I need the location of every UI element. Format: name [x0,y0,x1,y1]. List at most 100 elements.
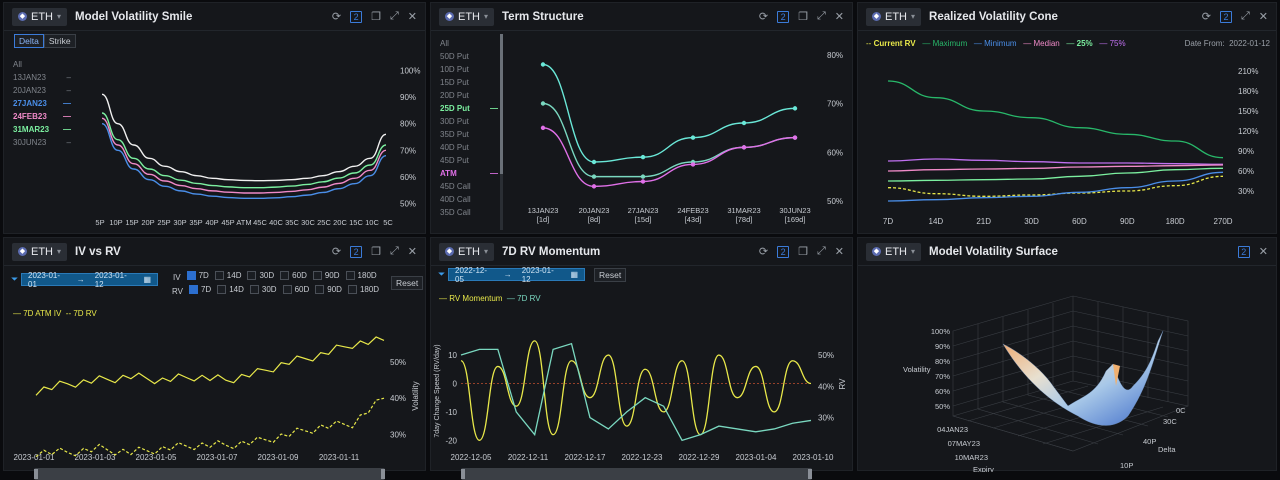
tab-delta[interactable]: Delta [14,34,44,48]
x-tick-label: 270D [1213,217,1232,226]
token-selector[interactable]: ◆ ETH ▾ [439,242,495,261]
refresh-icon[interactable]: ⟳ [331,11,342,23]
tenor-checkbox[interactable]: 90D [312,271,340,280]
refresh-icon[interactable]: ⟳ [1201,11,1211,23]
token-selector[interactable]: ◆ ETH ▾ [866,242,922,261]
close-icon[interactable]: ✕ [1258,11,1268,23]
legend-median[interactable]: — Median [1023,39,1060,48]
tenor-checkbox[interactable]: 30D [247,271,274,280]
panel-count-icon[interactable]: 2 [777,10,790,23]
x-tick-label: 2023-01-09 [258,453,299,462]
series-item[interactable]: 24FEB23— [13,112,71,121]
term-list-item[interactable]: 30D Put [440,117,469,126]
x-tick-label: 10C [365,218,379,227]
panel-count-icon[interactable]: 2 [350,245,363,258]
term-list-item[interactable]: 40D Call [440,195,471,204]
term-list-item[interactable]: 45D Put [440,156,469,165]
time-scrollbar[interactable] [34,468,385,480]
date-range-picker[interactable]: 2023-01-01 → 2023-01-12 ▦ [21,271,158,289]
panel-count-icon[interactable]: 2 [777,245,790,258]
tenor-checkbox[interactable]: 14D [217,285,244,294]
legend-75[interactable]: — 75% [1099,39,1126,48]
tenor-checkbox[interactable]: 14D [214,271,241,280]
term-list-item[interactable]: 20D Put [440,91,469,100]
tenor-checkbox[interactable]: 180D [345,271,377,280]
close-icon[interactable]: ✕ [1258,246,1268,258]
term-list-item[interactable]: 35D Put [440,130,469,139]
series-line [542,102,796,178]
expand-icon[interactable]: ⤢ [389,10,399,22]
y-tick-label: 80% [827,51,843,60]
date-range-picker[interactable]: 2022-12-05 → 2023-01-12 ▦ [448,266,585,284]
token-selector[interactable]: ◆ ETH ▾ [12,242,68,261]
expand-icon[interactable]: ⤢ [389,245,399,257]
term-list-item[interactable]: 25D Put — [440,104,498,113]
expand-icon[interactable]: ⤢ [816,245,826,257]
series-item[interactable]: 31MAR23— [13,125,71,134]
legend-current-rv[interactable]: -- Current RV [866,39,916,48]
tenor-checkbox[interactable]: 30D [249,285,277,294]
ivrv-panel: ◆ ETH ▾ IV vs RV ⟳ 2 ❐ ⤢ ✕ ⏷ 2023-01-01 → 2023-0… [3,237,426,480]
tenor-checkbox[interactable]: 90D [315,285,342,294]
z-tick-label: 100% [931,327,951,336]
close-icon[interactable]: ✕ [407,246,417,258]
legend-7d-rv[interactable]: — 7D RV [506,294,541,303]
panel-count-icon[interactable]: 2 [1219,10,1232,23]
token-selector[interactable]: ◆ ETH ▾ [866,7,922,26]
tenor-checkbox[interactable]: 7D [186,271,209,280]
expand-icon[interactable]: ⤢ [1240,10,1250,22]
series-item[interactable]: 20JAN23– [13,86,71,95]
time-scrollbar[interactable] [461,468,812,480]
term-list-item[interactable]: 45D Call [440,182,471,191]
term-list-item[interactable]: ATM — [440,169,498,178]
refresh-icon[interactable]: ⟳ [758,246,769,258]
term-list-item[interactable]: 50D Put [440,52,469,61]
token-selector[interactable]: ◆ ETH ▾ [439,7,495,26]
refresh-icon[interactable]: ⟳ [758,11,769,23]
panel-count-icon[interactable]: 2 [350,10,363,23]
legend-maximum[interactable]: — Maximum [922,39,968,48]
close-icon[interactable]: ✕ [834,11,844,23]
copy-icon[interactable]: ❐ [798,11,808,23]
close-icon[interactable]: ✕ [834,246,844,258]
series-item[interactable]: All [13,60,22,69]
copy-icon[interactable]: ❐ [798,246,808,258]
term-list-item[interactable]: All [440,39,449,48]
reset-button[interactable]: Reset [391,276,424,290]
term-list-item[interactable]: 15D Put [440,78,469,87]
tenor-checkbox[interactable]: 60D [280,271,307,280]
legend-25[interactable]: — 25% [1066,39,1093,48]
tab-strike[interactable]: Strike [43,34,76,48]
term-list-item[interactable]: 40D Put [440,143,469,152]
series-line [101,112,387,189]
series-item[interactable]: 27JAN23— [13,99,71,108]
panel-count-icon[interactable]: 2 [1237,245,1250,258]
chevron-down-icon: ▾ [911,247,916,256]
list-scrollbar[interactable] [500,34,503,230]
refresh-icon[interactable]: ⟳ [331,246,342,258]
x-tick-label: 20P [141,218,154,227]
token-selector[interactable]: ◆ ETH ▾ [12,7,68,26]
legend-7d-atm-iv[interactable]: 7D ATM IV [23,309,62,318]
cone-date[interactable]: Date From: 2022-01-12 [1184,39,1270,48]
tenor-checkbox[interactable]: 180D [347,285,379,294]
copy-icon[interactable]: ❐ [371,246,381,258]
x-tick-label: 31MAR23 [727,206,760,215]
filter-icon[interactable]: ⏷ [11,274,19,284]
surface-grid [952,295,1189,452]
tenor-checkbox[interactable]: 7D [188,285,211,294]
close-icon[interactable]: ✕ [407,11,417,23]
copy-icon[interactable]: ❐ [371,11,381,23]
legend-rv-momentum[interactable]: — RV Momentum [439,294,503,303]
reset-button[interactable]: Reset [594,268,627,282]
tenor-checkbox[interactable]: 60D [282,285,309,294]
series-item[interactable]: 30JUN23– [13,138,71,147]
term-list-item[interactable]: 35D Call [440,208,471,217]
filter-icon[interactable]: ⏷ [438,269,446,279]
calendar-icon: ▦ [570,270,578,279]
expand-icon[interactable]: ⤢ [816,10,826,22]
series-item[interactable]: 13JAN23– [13,73,71,82]
legend-minimum[interactable]: — Minimum [973,39,1017,48]
legend-7d-rv[interactable]: 7D RV [73,309,97,318]
term-list-item[interactable]: 10D Put [440,65,469,74]
